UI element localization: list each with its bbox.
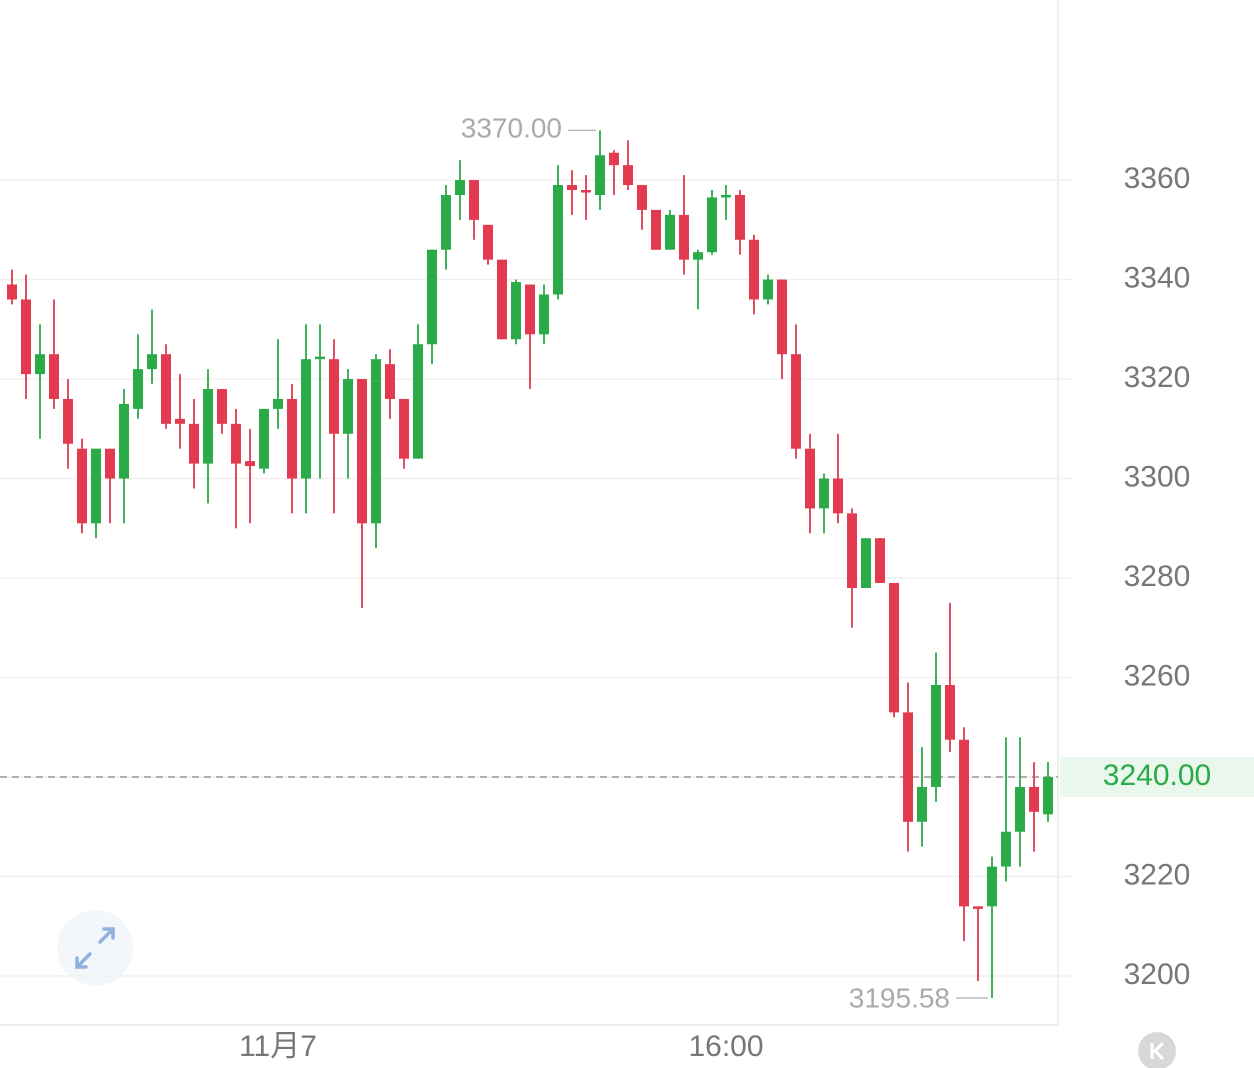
candle-body: [553, 185, 563, 295]
candle-body: [35, 354, 45, 375]
candle-body: [273, 398, 283, 409]
candle-body: [189, 423, 199, 464]
candle-body: [1001, 831, 1011, 867]
candle-body: [245, 461, 255, 467]
candle-body: [637, 185, 647, 210]
candle-body: [105, 448, 115, 479]
candle-body: [987, 866, 997, 907]
candle-body: [231, 423, 241, 464]
candle-body: [917, 786, 927, 822]
candle-body: [651, 209, 661, 250]
candle-body: [721, 195, 731, 198]
expand-bg: [57, 910, 133, 986]
candle-body: [763, 279, 773, 300]
candle-body: [525, 284, 535, 335]
y-tick-label: 3280: [1124, 560, 1191, 593]
candle-body: [49, 354, 59, 399]
candle-body: [1043, 777, 1053, 815]
expand-button[interactable]: [57, 910, 133, 986]
candle-body: [385, 364, 395, 399]
candle-body: [861, 538, 871, 588]
candle-body: [735, 195, 745, 240]
candle-body: [581, 190, 591, 193]
low-label: 3195.58: [849, 982, 950, 1013]
candle-body: [609, 152, 619, 166]
y-tick-label: 3360: [1124, 162, 1191, 195]
candle-body: [567, 185, 577, 191]
candle-body: [217, 389, 227, 424]
candle-body: [287, 398, 297, 479]
y-tick-label: 3340: [1124, 261, 1191, 294]
y-tick-label: 3200: [1124, 958, 1191, 991]
collapse-button[interactable]: [1138, 1032, 1176, 1068]
candle-body: [427, 249, 437, 345]
candle-body: [175, 418, 185, 424]
last-price-box: [1060, 757, 1254, 798]
candle-body: [21, 299, 31, 375]
candle-body: [1029, 786, 1039, 812]
candle-body: [119, 403, 129, 479]
candle-body: [441, 195, 451, 250]
candle-body: [511, 282, 521, 340]
expand-icon: [75, 927, 115, 969]
candle-body: [259, 408, 269, 469]
y-tick-label: 3300: [1124, 460, 1191, 493]
candle-body: [539, 294, 549, 335]
high-label: 3370.00: [461, 113, 562, 144]
candle-body: [413, 344, 423, 459]
candle-body: [343, 379, 353, 434]
last-price-label: 3240.00: [1103, 759, 1211, 792]
candle-body: [595, 155, 605, 196]
candle-body: [847, 513, 857, 588]
candle-body: [973, 906, 983, 909]
candle-body: [329, 359, 339, 434]
candle-body: [203, 389, 213, 464]
y-tick-label: 3260: [1124, 659, 1191, 692]
candle-body: [959, 739, 969, 907]
candle-body: [903, 712, 913, 822]
candle-body: [693, 252, 703, 260]
candle-body: [623, 165, 633, 186]
candle-body: [371, 359, 381, 524]
candle-body: [945, 684, 955, 740]
candle-body: [91, 448, 101, 524]
candle-body: [161, 354, 171, 424]
candle-body: [315, 356, 325, 360]
x-tick-label: 11月7: [239, 1030, 317, 1063]
candle-body: [777, 279, 787, 355]
candle-body: [7, 284, 17, 300]
candle-body: [889, 583, 899, 713]
candle-body: [707, 197, 717, 253]
candle-body: [469, 180, 479, 220]
candle-body: [665, 214, 675, 250]
candle-body: [133, 369, 143, 409]
candle-body: [931, 684, 941, 787]
candle-body: [357, 379, 367, 524]
y-tick-label: 3220: [1124, 858, 1191, 891]
y-tick-label: 3320: [1124, 361, 1191, 394]
candle-body: [497, 259, 507, 340]
candle-body: [455, 180, 465, 196]
candle-body: [805, 448, 815, 509]
candle-body: [679, 214, 689, 260]
candle-body: [749, 239, 759, 300]
candle-body: [399, 398, 409, 459]
candle-body: [791, 354, 801, 449]
candle-body: [819, 478, 829, 509]
collapse-icon: [1150, 1041, 1165, 1061]
x-tick-label: 16:00: [688, 1030, 763, 1063]
candle-body: [301, 359, 311, 479]
candle-body: [483, 224, 493, 260]
candle-body: [833, 478, 843, 514]
candle-body: [147, 354, 157, 370]
candle-body: [1015, 786, 1025, 832]
candle-body: [77, 448, 87, 524]
candle-body: [63, 398, 73, 444]
candle-body: [875, 538, 885, 584]
